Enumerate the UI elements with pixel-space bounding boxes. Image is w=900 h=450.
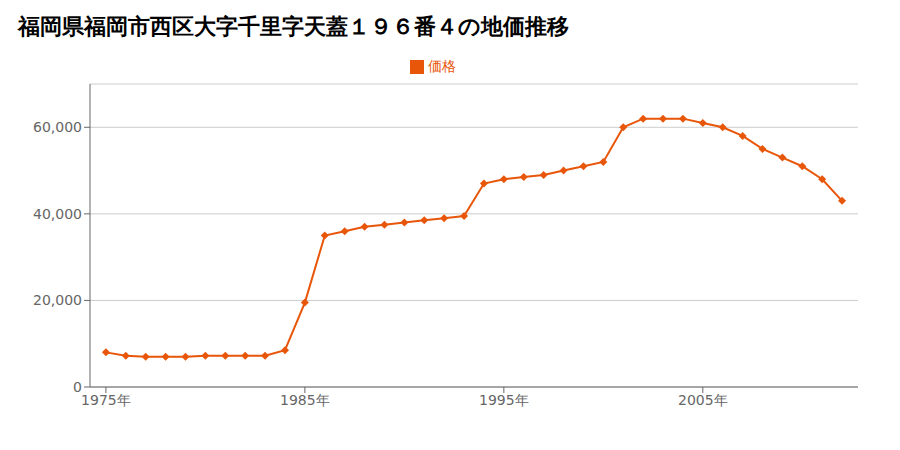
svg-text:40,000: 40,000 <box>33 206 82 222</box>
svg-text:1975年: 1975年 <box>81 392 131 408</box>
svg-text:1985年: 1985年 <box>280 392 330 408</box>
svg-text:2005年: 2005年 <box>678 392 728 408</box>
svg-text:60,000: 60,000 <box>33 119 82 135</box>
svg-text:20,000: 20,000 <box>33 292 82 308</box>
svg-text:1995年: 1995年 <box>479 392 529 408</box>
html-text:福岡県福岡市西区大字千里字天蓋１９６番４の地価推移: 福岡県福岡市西区大字千里字天蓋１９６番４の地価推移 <box>18 14 569 39</box>
html-text:価格: 価格 <box>428 58 456 74</box>
svg-text:0: 0 <box>73 379 82 395</box>
